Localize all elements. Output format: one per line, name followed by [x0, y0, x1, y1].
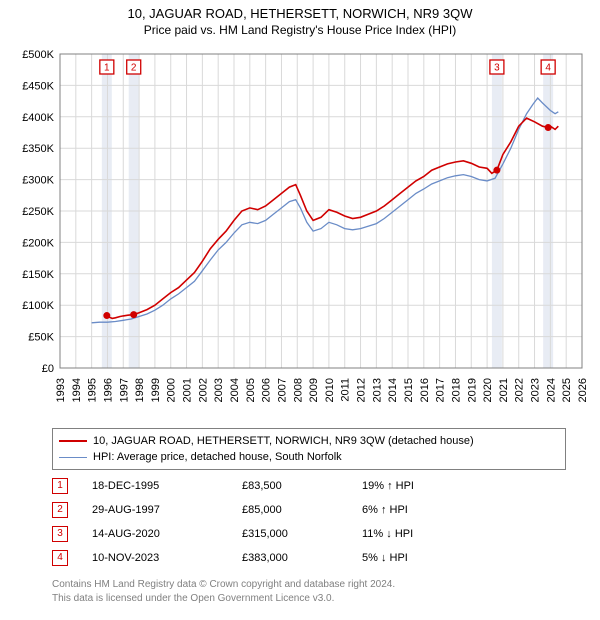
transaction-price: £83,500 — [242, 480, 362, 492]
svg-text:2012: 2012 — [356, 378, 368, 402]
transaction-date: 18-DEC-1995 — [92, 480, 242, 492]
title-line-1: 10, JAGUAR ROAD, HETHERSETT, NORWICH, NR… — [0, 0, 600, 21]
svg-text:2013: 2013 — [371, 378, 383, 402]
legend-row-blue: HPI: Average price, detached house, Sout… — [59, 449, 559, 465]
svg-text:2004: 2004 — [229, 378, 241, 402]
svg-text:2014: 2014 — [387, 378, 399, 402]
svg-text:£100K: £100K — [22, 300, 54, 312]
title-line-2: Price paid vs. HM Land Registry's House … — [0, 21, 600, 37]
legend-swatch-blue — [59, 457, 87, 458]
legend-label-red: 10, JAGUAR ROAD, HETHERSETT, NORWICH, NR… — [93, 435, 474, 447]
svg-text:4: 4 — [545, 63, 551, 74]
svg-text:2015: 2015 — [403, 378, 415, 402]
svg-text:2010: 2010 — [324, 378, 336, 402]
svg-text:3: 3 — [494, 63, 500, 74]
svg-text:2000: 2000 — [166, 378, 178, 402]
svg-text:1993: 1993 — [55, 378, 67, 402]
footer: Contains HM Land Registry data © Crown c… — [52, 578, 552, 605]
transaction-price: £383,000 — [242, 552, 362, 564]
transaction-price: £315,000 — [242, 528, 362, 540]
transaction-hpi: 5% ↓ HPI — [362, 552, 552, 564]
svg-text:2008: 2008 — [292, 378, 304, 402]
svg-text:2022: 2022 — [514, 378, 526, 402]
svg-text:2016: 2016 — [419, 378, 431, 402]
svg-text:1997: 1997 — [118, 378, 130, 402]
transaction-row: 3 14-AUG-2020£315,00011% ↓ HPI — [52, 522, 552, 546]
transaction-marker: 1 — [52, 478, 68, 494]
svg-text:1994: 1994 — [71, 378, 83, 402]
svg-text:2007: 2007 — [276, 378, 288, 402]
transaction-date: 14-AUG-2020 — [92, 528, 242, 540]
svg-text:1998: 1998 — [134, 378, 146, 402]
svg-text:1996: 1996 — [102, 378, 114, 402]
svg-text:2003: 2003 — [213, 378, 225, 402]
svg-text:£0: £0 — [42, 363, 54, 375]
svg-text:£500K: £500K — [22, 49, 54, 61]
svg-text:2005: 2005 — [245, 378, 257, 402]
svg-text:1: 1 — [104, 63, 110, 74]
svg-text:2019: 2019 — [466, 378, 478, 402]
transaction-marker: 3 — [52, 526, 68, 542]
transaction-marker: 4 — [52, 550, 68, 566]
svg-text:2018: 2018 — [450, 378, 462, 402]
svg-text:2021: 2021 — [498, 378, 510, 402]
transaction-date: 29-AUG-1997 — [92, 504, 242, 516]
transaction-date: 10-NOV-2023 — [92, 552, 242, 564]
chart-svg: £0 £50K £100K £150K £200K £250K £300K £350K £400… — [10, 48, 590, 418]
footer-line-1: Contains HM Land Registry data © Crown c… — [52, 578, 552, 592]
svg-text:£300K: £300K — [22, 175, 54, 187]
svg-text:£50K: £50K — [28, 332, 54, 344]
svg-text:£350K: £350K — [22, 143, 54, 155]
legend-label-blue: HPI: Average price, detached house, Sout… — [93, 451, 342, 463]
svg-text:£250K: £250K — [22, 206, 54, 218]
transaction-hpi: 19% ↑ HPI — [362, 480, 552, 492]
svg-text:£150K: £150K — [22, 269, 54, 281]
svg-text:2002: 2002 — [197, 378, 209, 402]
svg-text:£400K: £400K — [22, 112, 54, 124]
svg-text:2009: 2009 — [308, 378, 320, 402]
transaction-hpi: 11% ↓ HPI — [362, 528, 552, 540]
svg-text:2: 2 — [131, 63, 137, 74]
transaction-hpi: 6% ↑ HPI — [362, 504, 552, 516]
svg-text:2006: 2006 — [261, 378, 273, 402]
svg-text:2011: 2011 — [340, 378, 352, 402]
transactions-table: 1 18-DEC-1995£83,50019% ↑ HPI 2 29-AUG-1997… — [52, 474, 552, 570]
transaction-row: 4 10-NOV-2023£383,0005% ↓ HPI — [52, 546, 552, 570]
svg-text:2025: 2025 — [561, 378, 573, 402]
legend-box: 10, JAGUAR ROAD, HETHERSETT, NORWICH, NR… — [52, 428, 566, 470]
chart-container: 10, JAGUAR ROAD, HETHERSETT, NORWICH, NR… — [0, 0, 600, 620]
transaction-marker: 2 — [52, 502, 68, 518]
svg-text:£200K: £200K — [22, 237, 54, 249]
chart-area: £0 £50K £100K £150K £200K £250K £300K £350K £400… — [10, 48, 590, 418]
footer-line-2: This data is licensed under the Open Gov… — [52, 592, 552, 606]
legend-swatch-red — [59, 440, 87, 442]
svg-text:2020: 2020 — [482, 378, 494, 402]
svg-text:£450K: £450K — [22, 80, 54, 92]
transaction-row: 1 18-DEC-1995£83,50019% ↑ HPI — [52, 474, 552, 498]
svg-text:2001: 2001 — [182, 378, 194, 402]
svg-text:2026: 2026 — [577, 378, 589, 402]
svg-text:1999: 1999 — [150, 378, 162, 402]
transaction-price: £85,000 — [242, 504, 362, 516]
transaction-row: 2 29-AUG-1997£85,0006% ↑ HPI — [52, 498, 552, 522]
legend-row-red: 10, JAGUAR ROAD, HETHERSETT, NORWICH, NR… — [59, 433, 559, 449]
svg-text:2023: 2023 — [530, 378, 542, 402]
svg-text:2024: 2024 — [545, 378, 557, 402]
svg-text:2017: 2017 — [435, 378, 447, 402]
svg-text:1995: 1995 — [87, 378, 99, 402]
